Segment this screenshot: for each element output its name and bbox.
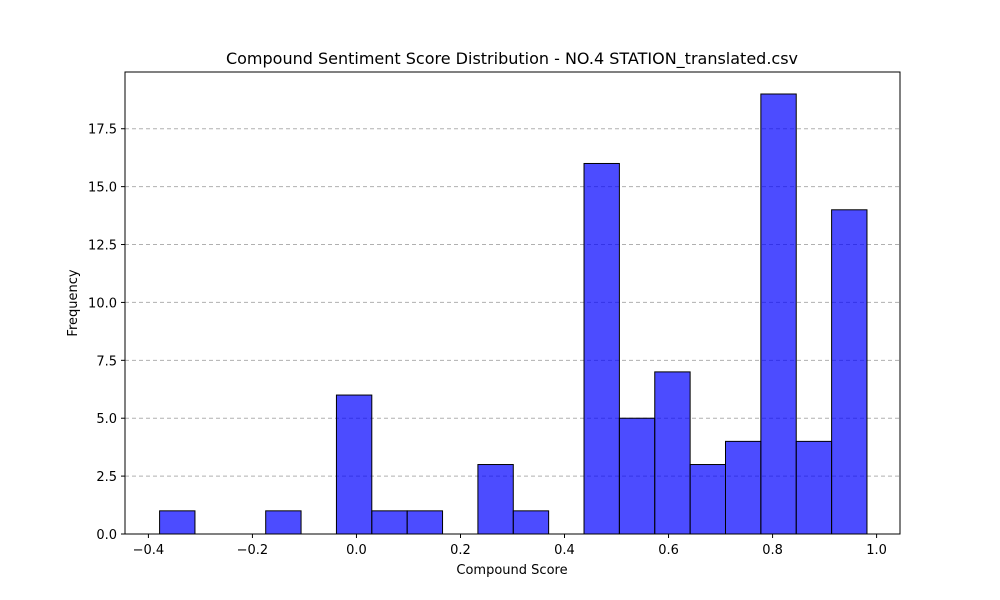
- y-axis-ticks: 0.0 2.5 5.0 7.5 10.0 12.5 15.0 17.5: [88, 123, 125, 543]
- chart-title: Compound Sentiment Score Distribution - …: [226, 49, 798, 69]
- x-tick-label: 0.6: [658, 543, 679, 558]
- histogram-bar: [335, 394, 373, 535]
- histogram-bar: [406, 510, 444, 535]
- x-tick-label: 0.4: [554, 543, 575, 558]
- histogram-bar: [512, 510, 550, 535]
- y-tick-label: 15.0: [88, 181, 117, 196]
- histogram-bar: [654, 371, 691, 535]
- x-tick-label: 0.0: [346, 543, 367, 558]
- x-tick-label: 0.8: [762, 543, 783, 558]
- y-tick-label: 12.5: [88, 239, 117, 254]
- histogram-bar: [265, 510, 302, 535]
- histogram-bar: [760, 93, 797, 535]
- bars: [159, 93, 868, 535]
- y-tick-label: 7.5: [96, 354, 117, 369]
- y-tick-label: 0.0: [96, 528, 117, 543]
- histogram-bar: [831, 209, 868, 535]
- histogram-bar: [583, 162, 620, 535]
- histogram-bar: [371, 510, 408, 535]
- x-axis-label: Compound Score: [456, 563, 567, 578]
- y-tick-label: 10.0: [88, 296, 117, 311]
- x-tick-label: −0.2: [237, 543, 269, 558]
- histogram-bar: [795, 440, 833, 535]
- histogram-bar: [159, 510, 196, 535]
- y-tick-label: 17.5: [88, 123, 117, 138]
- histogram-bar: [724, 440, 762, 535]
- plot-frame: [124, 71, 901, 535]
- histogram-bar: [689, 464, 726, 535]
- x-tick-label: 0.2: [450, 543, 471, 558]
- x-axis-ticks: −0.4 −0.2 0.0 0.2 0.4 0.6 0.8 1.0: [133, 534, 887, 558]
- y-axis-label: Frequency: [66, 269, 81, 336]
- x-tick-label: −0.4: [133, 543, 165, 558]
- histogram-bar: [618, 417, 656, 535]
- y-tick-label: 2.5: [96, 470, 117, 485]
- y-tick-label: 5.0: [96, 412, 117, 427]
- x-tick-label: 1.0: [866, 543, 887, 558]
- histogram-bar: [477, 464, 514, 535]
